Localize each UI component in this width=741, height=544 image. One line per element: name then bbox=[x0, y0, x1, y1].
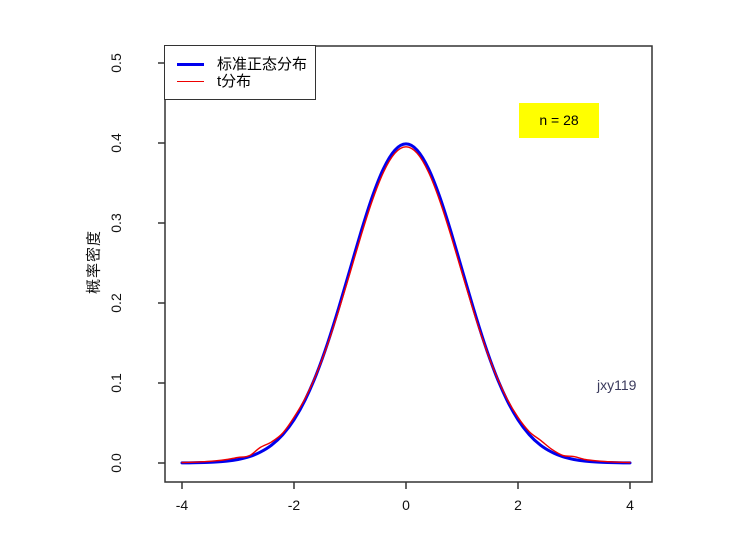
t-line-swatch bbox=[177, 80, 204, 83]
x-tick-label: 0 bbox=[402, 497, 410, 513]
legend-item-normal: 标准正态分布 bbox=[165, 56, 315, 73]
y-tick-label: 0.4 bbox=[108, 133, 124, 153]
x-tick-label: 2 bbox=[514, 497, 522, 513]
y-tick-label: 0.0 bbox=[108, 453, 124, 473]
x-tick-label: -2 bbox=[287, 497, 301, 513]
y-tick-label: 0.1 bbox=[108, 373, 124, 393]
y-tick-label: 0.2 bbox=[108, 293, 124, 313]
watermark-text: jxy119 bbox=[597, 377, 637, 393]
y-tick-label: 0.5 bbox=[108, 53, 124, 73]
sample-size-annotation: n = 28 bbox=[519, 103, 599, 138]
legend-item-t: t分布 bbox=[165, 73, 315, 90]
legend: 标准正态分布 t分布 bbox=[164, 45, 316, 100]
y-tick-label: 0.3 bbox=[108, 213, 124, 233]
legend-label-t: t分布 bbox=[217, 73, 252, 90]
normal-line-swatch bbox=[177, 63, 204, 66]
y-axis-title: 概率密度 bbox=[85, 229, 103, 295]
x-tick-label: -4 bbox=[175, 497, 189, 513]
x-tick-label: 4 bbox=[626, 497, 634, 513]
legend-label-normal: 标准正态分布 bbox=[217, 56, 308, 73]
